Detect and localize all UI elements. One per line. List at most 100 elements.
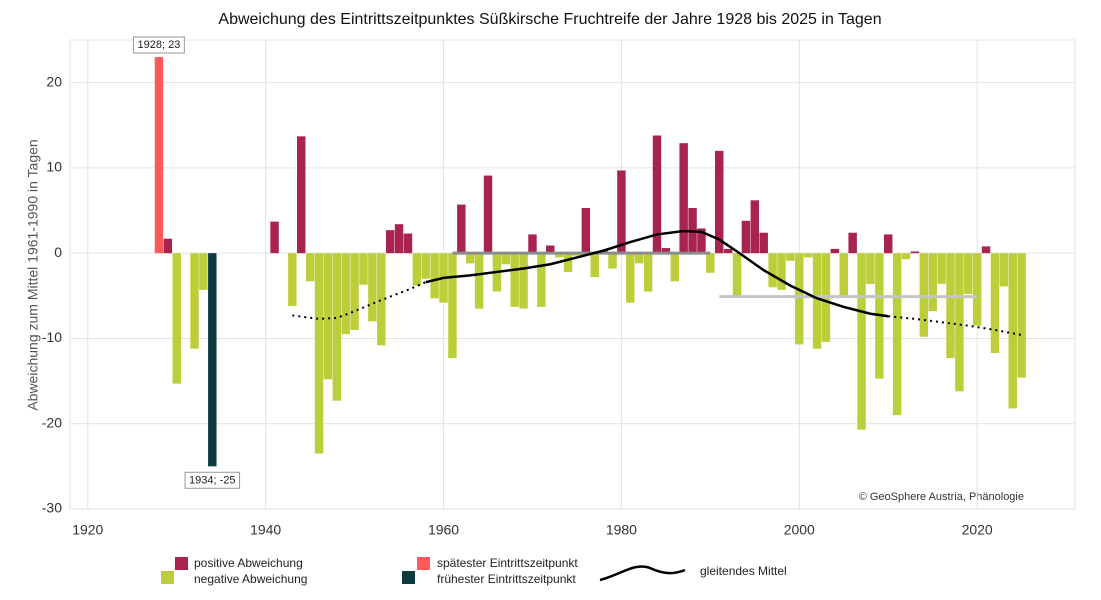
bar xyxy=(955,253,964,392)
legend-label: negative Abweichung xyxy=(194,572,307,586)
bar xyxy=(314,253,324,454)
bar xyxy=(777,253,786,290)
bar xyxy=(626,253,635,303)
bar xyxy=(394,224,404,254)
bar xyxy=(901,253,911,260)
bar xyxy=(884,234,893,254)
bar xyxy=(421,253,430,279)
bar xyxy=(732,253,742,296)
bar xyxy=(786,253,795,261)
bar xyxy=(448,253,457,359)
bar xyxy=(964,253,973,295)
bar xyxy=(474,253,484,309)
bar xyxy=(297,136,306,254)
bar xyxy=(946,253,955,359)
bar xyxy=(528,234,537,254)
bar xyxy=(661,248,671,254)
bar xyxy=(795,253,804,345)
bar xyxy=(385,230,395,254)
bar xyxy=(590,253,599,278)
bar xyxy=(554,253,564,258)
bar xyxy=(323,253,333,380)
bar xyxy=(759,232,768,254)
bar xyxy=(972,253,982,326)
moving-average xyxy=(292,281,427,320)
bar xyxy=(483,175,493,254)
bar xyxy=(172,253,181,384)
bar xyxy=(368,253,377,322)
y-tick-label: 10 xyxy=(46,159,62,175)
bar xyxy=(465,253,475,264)
bar xyxy=(403,233,413,254)
moving-average xyxy=(425,229,889,318)
bar xyxy=(350,253,359,330)
bar xyxy=(928,253,937,312)
bar xyxy=(537,253,546,307)
legend-label: positive Abweichung xyxy=(194,556,303,570)
bar xyxy=(1008,253,1017,409)
bar xyxy=(208,253,217,467)
bar xyxy=(510,253,519,307)
legend-swatch xyxy=(417,557,430,570)
x-tick-label: 1960 xyxy=(428,522,459,538)
annotation-box xyxy=(184,471,241,489)
bar xyxy=(750,200,760,254)
bar xyxy=(581,207,591,254)
x-tick-label: 2000 xyxy=(784,522,815,538)
bar xyxy=(377,253,386,346)
bar xyxy=(670,253,680,282)
x-tick-label: 1980 xyxy=(606,522,637,538)
bar xyxy=(990,253,1000,353)
bar xyxy=(937,253,946,284)
y-axis-label: Abweichung zum Mittel 1961-1990 in Tagen xyxy=(25,139,41,410)
bar xyxy=(412,253,422,286)
bar xyxy=(199,253,208,290)
bar xyxy=(430,253,439,299)
annotation-box xyxy=(133,36,185,54)
y-tick-label: -10 xyxy=(42,329,62,345)
bar xyxy=(341,253,350,335)
bar xyxy=(305,253,315,282)
bar xyxy=(652,135,662,254)
bar xyxy=(359,253,368,285)
bar xyxy=(999,253,1009,287)
legend-swatch xyxy=(161,571,174,584)
bar xyxy=(697,228,706,254)
annotation: 1934; -25 xyxy=(189,474,235,486)
y-tick-label: 0 xyxy=(54,244,62,260)
annotation: 1928; 23 xyxy=(138,39,181,51)
bar xyxy=(910,251,920,254)
bar xyxy=(830,248,840,254)
bar xyxy=(332,253,342,401)
bar xyxy=(643,253,653,292)
bar xyxy=(679,143,688,254)
bar xyxy=(608,253,617,269)
legend-line xyxy=(599,565,686,582)
chart-title: Abweichung des Eintrittszeitpunktes Süßk… xyxy=(218,11,881,28)
bar xyxy=(892,253,902,416)
bar xyxy=(839,253,848,296)
bar xyxy=(634,253,644,264)
bar xyxy=(768,253,777,288)
bar xyxy=(288,253,297,307)
bar xyxy=(866,253,875,284)
bar xyxy=(919,253,929,337)
bar xyxy=(706,253,715,273)
legend-label: gleitendes Mittel xyxy=(700,564,787,578)
bar xyxy=(848,232,857,254)
bar xyxy=(563,253,573,272)
legend-label: frühester Eintrittszeitpunkt xyxy=(437,572,576,586)
bar xyxy=(741,220,751,254)
bar xyxy=(1017,253,1026,378)
moving-average xyxy=(888,315,1022,337)
y-tick-label: -30 xyxy=(42,500,62,516)
legend-label: spätester Eintrittszeitpunkt xyxy=(437,556,578,570)
legend: positive Abweichung negative Abweichung … xyxy=(161,556,787,586)
bar xyxy=(617,170,626,254)
bar xyxy=(270,221,279,254)
bar xyxy=(981,246,991,254)
bar xyxy=(812,253,822,349)
x-tick-label: 1920 xyxy=(72,522,103,538)
bar xyxy=(857,253,866,430)
